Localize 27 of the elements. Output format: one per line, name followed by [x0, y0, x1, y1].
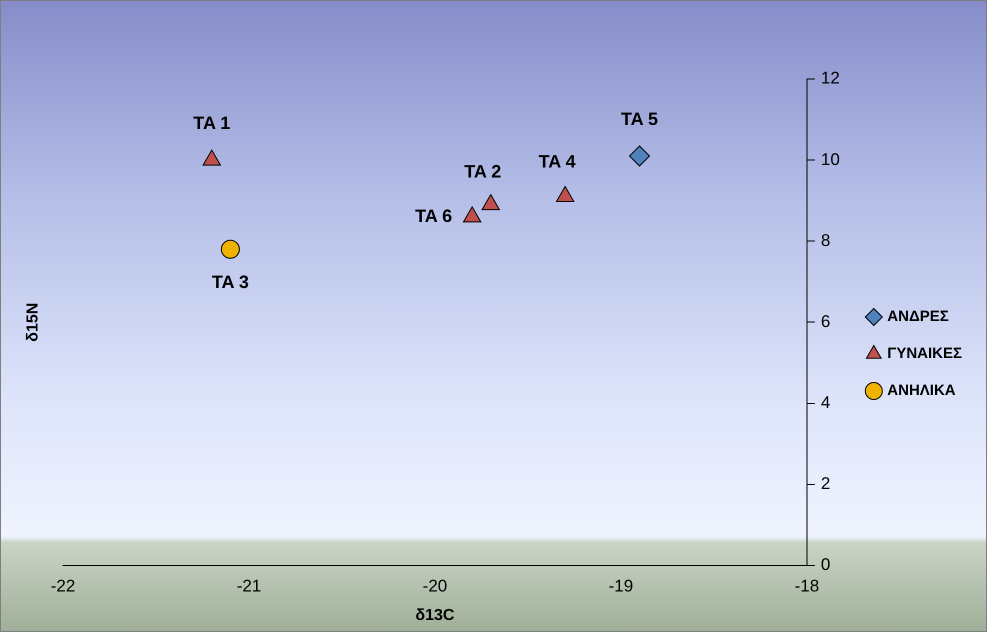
annotation: TA 1 [193, 113, 230, 134]
y-tick-label: 0 [820, 555, 830, 574]
point [482, 194, 500, 210]
x-tick-label: -20 [422, 576, 448, 596]
annotation: TA 4 [538, 152, 576, 172]
annotation: TA 6 [415, 206, 452, 226]
x-tick-label: -22 [50, 576, 76, 596]
y-tick-label: 8 [820, 230, 830, 250]
annotation: TA 5 [621, 108, 658, 129]
y-axis-title: δ15N [24, 302, 42, 342]
x-tick-label: -21 [236, 576, 262, 596]
legend-label: ΑΝΔΡΕΣ [887, 308, 949, 326]
point [462, 206, 482, 222]
x-tick-label: -18 [794, 576, 820, 596]
point [202, 150, 221, 166]
legend-label: ΓΥΝΑΙΚΕΣ [887, 345, 962, 362]
y-tick-label: 6 [820, 312, 830, 331]
legend-label: ΑΝΗΛΙΚΑ [887, 382, 956, 400]
annotation: TA 3 [212, 272, 249, 292]
y-tick-label: 2 [820, 474, 830, 494]
x-tick-label: -19 [608, 576, 634, 596]
y-tick-label: 4 [820, 392, 830, 412]
point [556, 186, 574, 202]
x-axis-title: δ13C [415, 606, 455, 624]
y-tick-label: 10 [820, 150, 840, 169]
annotation: TA 2 [464, 162, 502, 182]
y-tick-label: 12 [820, 68, 840, 88]
